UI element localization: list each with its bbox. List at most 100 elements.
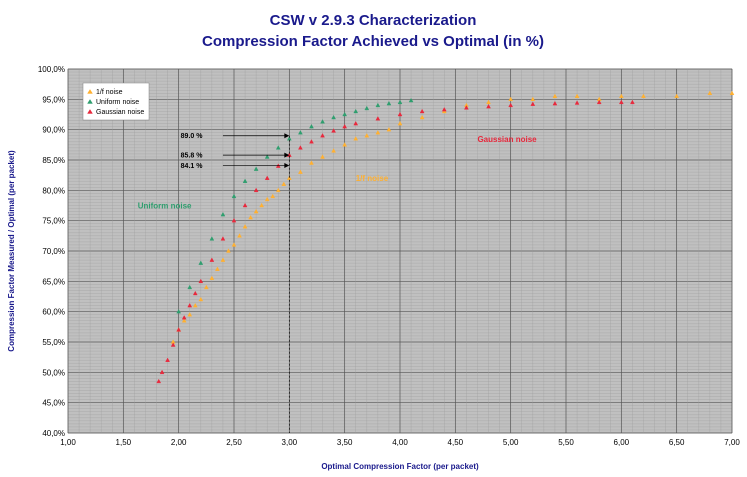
point-1-f-noise xyxy=(220,257,226,262)
point-1-f-noise xyxy=(618,93,624,98)
point-1-f-noise xyxy=(242,224,248,229)
point-1-f-noise xyxy=(192,302,198,308)
point-uniform-noise xyxy=(353,108,359,114)
point-gaussian-noise xyxy=(231,218,237,223)
point-1-f-noise xyxy=(248,215,253,220)
point-gaussian-noise xyxy=(187,302,193,308)
point-1-f-noise xyxy=(259,202,265,208)
x-tick-label: 4,00 xyxy=(392,438,408,447)
point-1-f-noise xyxy=(203,284,209,290)
point-uniform-noise xyxy=(198,260,204,265)
point-gaussian-noise xyxy=(552,100,558,106)
point-1-f-noise xyxy=(419,114,425,120)
series-label: Gaussian noise xyxy=(477,135,537,144)
point-1-f-noise xyxy=(508,96,514,102)
point-gaussian-noise xyxy=(464,105,469,110)
point-1-f-noise xyxy=(530,96,536,102)
x-tick-label: 7,00 xyxy=(724,438,740,447)
point-gaussian-noise xyxy=(342,124,348,129)
point-1-f-noise xyxy=(264,196,270,202)
point-gaussian-noise xyxy=(419,108,425,114)
point-uniform-noise xyxy=(231,193,237,199)
y-tick-label: 85,0% xyxy=(42,156,65,165)
point-1-f-noise xyxy=(281,181,287,186)
y-tick-label: 95,0% xyxy=(42,95,65,104)
annotation-arrowhead xyxy=(284,162,290,168)
series-label: 1/f noise xyxy=(356,174,389,183)
annotation-label: 89.0 % xyxy=(181,133,204,140)
point-1-f-noise xyxy=(237,233,242,238)
point-uniform-noise xyxy=(386,100,392,106)
point-1-f-noise xyxy=(375,130,381,135)
point-gaussian-noise xyxy=(441,107,447,112)
point-1-f-noise xyxy=(286,175,292,180)
point-1-f-noise xyxy=(270,193,276,199)
point-gaussian-noise xyxy=(170,342,176,347)
point-gaussian-noise xyxy=(220,236,226,241)
y-tick-label: 50,0% xyxy=(42,368,65,377)
x-tick-label: 3,00 xyxy=(282,438,298,447)
point-1-f-noise xyxy=(364,133,370,138)
point-uniform-noise xyxy=(375,102,381,108)
point-1-f-noise xyxy=(729,90,735,95)
point-uniform-noise xyxy=(364,105,370,111)
point-gaussian-noise xyxy=(181,315,187,320)
point-gaussian-noise xyxy=(630,99,635,105)
point-gaussian-noise xyxy=(298,145,303,150)
y-tick-label: 60,0% xyxy=(42,308,65,317)
y-tick-label: 75,0% xyxy=(42,217,65,226)
point-gaussian-noise xyxy=(159,369,165,375)
chart-title: CSW v 2.9.3 Characterization xyxy=(270,12,477,29)
point-1-f-noise xyxy=(320,154,325,159)
y-tick-label: 45,0% xyxy=(42,399,65,408)
point-gaussian-noise xyxy=(574,100,580,105)
legend-label: Gaussian noise xyxy=(96,109,144,116)
point-uniform-noise xyxy=(264,154,270,159)
point-uniform-noise xyxy=(331,114,336,120)
x-tick-label: 2,00 xyxy=(171,438,187,447)
point-uniform-noise xyxy=(342,111,348,117)
legend-marker xyxy=(87,89,93,94)
point-1-f-noise xyxy=(298,169,303,174)
point-uniform-noise xyxy=(209,236,215,241)
point-1-f-noise xyxy=(181,318,187,323)
y-tick-label: 55,0% xyxy=(42,338,65,347)
point-gaussian-noise xyxy=(508,102,514,108)
point-gaussian-noise xyxy=(530,101,536,106)
y-axis-title: Compression Factor Measured / Optimal (p… xyxy=(7,150,16,352)
chart-subtitle: Compression Factor Achieved vs Optimal (… xyxy=(202,33,544,50)
legend-label: Uniform noise xyxy=(96,99,139,106)
point-1-f-noise xyxy=(215,266,220,271)
point-uniform-noise xyxy=(242,178,248,183)
point-1-f-noise xyxy=(641,93,646,98)
point-1-f-noise xyxy=(187,312,193,317)
point-1-f-noise xyxy=(552,93,558,98)
point-gaussian-noise xyxy=(198,278,204,284)
y-tick-label: 100,0% xyxy=(38,65,65,74)
point-1-f-noise xyxy=(253,208,259,214)
annotation-arrowhead xyxy=(284,133,290,139)
point-1-f-noise xyxy=(275,187,281,193)
annotations: 89.0 % 85.8 % 84.1 % xyxy=(181,133,290,433)
point-gaussian-noise xyxy=(309,139,314,144)
point-gaussian-noise xyxy=(242,202,248,208)
point-gaussian-noise xyxy=(596,99,602,105)
y-tick-label: 80,0% xyxy=(42,186,65,195)
point-uniform-noise xyxy=(275,145,281,150)
point-gaussian-noise xyxy=(176,327,182,332)
point-1-f-noise xyxy=(353,136,359,141)
y-axis: 40,0% 45,0% 50,0% 55,0% 60,0% 65,0% 70,0% 75,0%… xyxy=(38,65,65,438)
y-tick-label: 65,0% xyxy=(42,277,65,286)
series-label: Uniform noise xyxy=(138,202,192,211)
legend-box xyxy=(82,82,150,121)
point-1-f-noise xyxy=(674,93,680,98)
point-gaussian-noise xyxy=(618,99,624,105)
x-tick-label: 1,00 xyxy=(60,438,76,447)
y-tick-label: 70,0% xyxy=(42,247,65,256)
point-gaussian-noise xyxy=(320,133,325,138)
point-gaussian-noise xyxy=(165,357,170,362)
point-1-f-noise xyxy=(707,90,713,95)
point-gaussian-noise xyxy=(253,187,259,193)
point-gaussian-noise xyxy=(264,175,270,180)
